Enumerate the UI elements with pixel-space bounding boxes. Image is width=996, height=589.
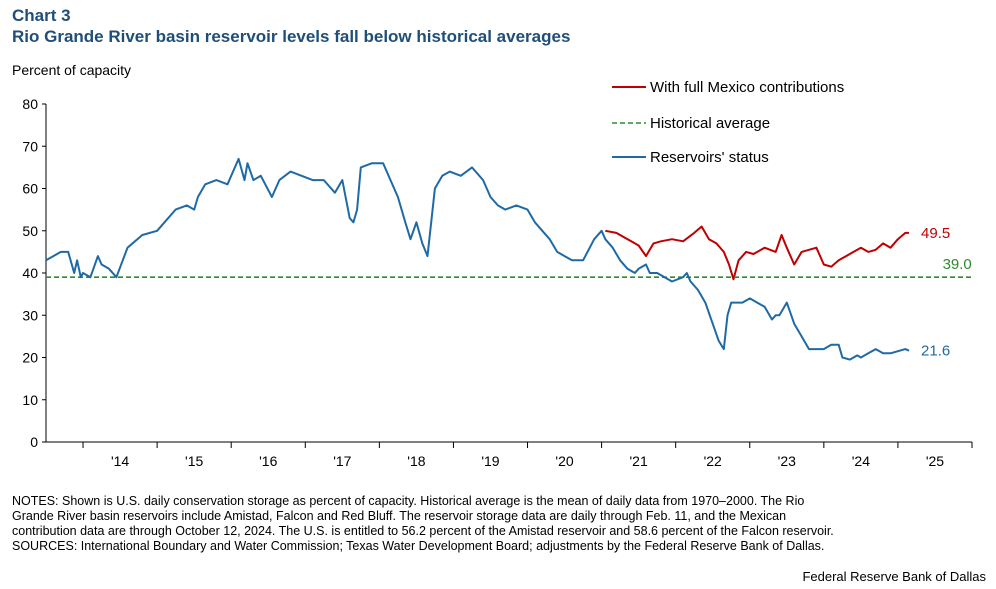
x-tick-label: '25 xyxy=(926,453,944,469)
footer-source-org: Federal Reserve Bank of Dallas xyxy=(802,569,986,584)
chart-number: Chart 3 xyxy=(12,6,71,25)
y-tick-label: 0 xyxy=(30,434,38,450)
notes-line: contribution data are through October 12… xyxy=(12,524,834,538)
notes-line: SOURCES: International Boundary and Wate… xyxy=(12,539,825,553)
series-line-0 xyxy=(605,225,909,281)
y-axis-label: Percent of capacity xyxy=(12,62,132,78)
chart-title: Rio Grande River basin reservoir levels … xyxy=(12,27,571,46)
series-end-label-1: 39.0 xyxy=(943,256,972,273)
y-tick-label: 40 xyxy=(22,265,38,281)
y-tick-label: 30 xyxy=(22,307,38,323)
x-tick-label: '14 xyxy=(111,453,129,469)
line-chart: 0 10 20 30 40 50 60 70 80 '14 '15 '16 '17 '18 '19 '20 '2… xyxy=(22,79,973,469)
legend-label-1: Historical average xyxy=(650,115,770,132)
y-tick-label: 70 xyxy=(22,138,38,154)
legend-label-2: Reservoirs' status xyxy=(650,149,769,166)
legend-label-0: With full Mexico contributions xyxy=(650,79,844,96)
series-end-label-2: 21.6 xyxy=(921,343,950,360)
x-tick-label: '19 xyxy=(481,453,499,469)
x-tick-label: '18 xyxy=(407,453,425,469)
x-tick-label: '24 xyxy=(852,453,870,469)
x-tick-label: '15 xyxy=(185,453,203,469)
y-tick-label: 60 xyxy=(22,181,38,197)
series-end-label-0: 49.5 xyxy=(921,225,950,242)
y-tick-label: 10 xyxy=(22,392,38,408)
x-tick-label: '23 xyxy=(778,453,796,469)
notes: NOTES: Shown is U.S. daily conservation … xyxy=(12,494,990,554)
y-tick-label: 20 xyxy=(22,350,38,366)
x-tick-label: '17 xyxy=(333,453,351,469)
x-tick-label: '22 xyxy=(704,453,722,469)
notes-line: Grande River basin reservoirs include Am… xyxy=(12,509,787,523)
y-tick-label: 80 xyxy=(22,96,38,112)
series-line-2 xyxy=(45,157,910,361)
x-tick-label: '20 xyxy=(555,453,573,469)
x-tick-label: '21 xyxy=(630,453,648,469)
x-tick-label: '16 xyxy=(259,453,277,469)
notes-line: NOTES: Shown is U.S. daily conservation … xyxy=(12,494,805,508)
y-tick-label: 50 xyxy=(22,223,38,239)
